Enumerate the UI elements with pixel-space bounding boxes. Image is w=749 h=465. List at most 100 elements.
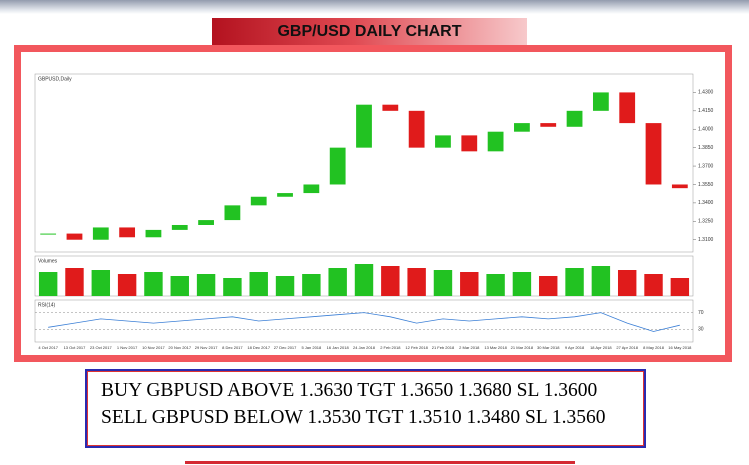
volume-bar bbox=[354, 264, 374, 296]
y-tick-label: 30 bbox=[698, 327, 704, 333]
x-tick-label: 24 Jan 2018 bbox=[353, 345, 376, 350]
x-tick-label: 9 Apr 2018 bbox=[565, 345, 585, 350]
volume-bar bbox=[670, 278, 690, 296]
x-tick-label: 18 Apr 2018 bbox=[590, 345, 612, 350]
candle bbox=[92, 227, 109, 240]
candle bbox=[66, 233, 83, 240]
y-tick-label: 1.3850 bbox=[698, 145, 714, 151]
candle bbox=[303, 184, 320, 194]
candle bbox=[382, 104, 399, 111]
candle bbox=[566, 110, 583, 127]
x-tick-label: 20 Nov 2017 bbox=[168, 345, 191, 350]
candle bbox=[198, 220, 214, 225]
candle bbox=[671, 184, 688, 189]
candle bbox=[487, 131, 504, 152]
volume-bar bbox=[407, 268, 426, 296]
x-tick-label: 16 Jan 2018 bbox=[327, 345, 350, 350]
volume-bar bbox=[275, 276, 295, 296]
candle bbox=[514, 123, 530, 132]
candle bbox=[645, 123, 662, 185]
volume-bar bbox=[486, 274, 505, 296]
x-tick-label: 4 Oct 2017 bbox=[38, 345, 58, 350]
volume-bar bbox=[144, 272, 163, 296]
candle bbox=[540, 123, 557, 127]
x-tick-label: 5 Jan 2018 bbox=[301, 345, 322, 350]
panel bbox=[34, 299, 694, 343]
volume-bar bbox=[38, 272, 58, 296]
panel-title: RSI(14) bbox=[38, 302, 56, 308]
volume-bar bbox=[302, 274, 321, 296]
x-tick-label: 27 Dec 2017 bbox=[274, 345, 297, 350]
x-tick-label: 8 Dec 2017 bbox=[222, 345, 243, 350]
y-tick-label: 1.3400 bbox=[698, 200, 714, 206]
x-tick-label: 2 Mar 2018 bbox=[459, 345, 480, 350]
candle bbox=[145, 229, 162, 238]
candle bbox=[592, 92, 609, 111]
candle bbox=[277, 193, 293, 197]
candle bbox=[171, 224, 188, 230]
volume-bar bbox=[539, 276, 558, 296]
volume-bar bbox=[328, 268, 347, 296]
x-tick-label: 2 Feb 2018 bbox=[380, 345, 401, 350]
volume-bar bbox=[91, 270, 111, 296]
y-tick-label: 1.3550 bbox=[698, 182, 714, 188]
x-tick-label: 21 Feb 2018 bbox=[432, 345, 455, 350]
candle bbox=[224, 205, 241, 221]
header-strip bbox=[0, 0, 749, 14]
x-tick-label: 1 Nov 2017 bbox=[117, 345, 138, 350]
volume-bar bbox=[117, 274, 137, 296]
y-tick-label: 1.3700 bbox=[698, 163, 714, 169]
volume-bar bbox=[65, 268, 84, 296]
volume-bar bbox=[591, 266, 611, 296]
volume-bar bbox=[381, 266, 400, 296]
candle bbox=[461, 135, 478, 152]
candle bbox=[408, 110, 425, 148]
candle bbox=[435, 135, 451, 148]
volume-bar bbox=[433, 270, 453, 296]
chart: 1.3100 1.3250 1.3400 1.3550 1.3700 1.3850 1.40… bbox=[34, 73, 714, 350]
x-tick-label: 27 Apr 2018 bbox=[616, 345, 638, 350]
title: GBP/USD DAILY CHART bbox=[277, 22, 462, 40]
volume-bar bbox=[196, 274, 216, 296]
x-tick-label: 23 Oct 2017 bbox=[90, 345, 113, 350]
x-tick-label: 12 Feb 2018 bbox=[405, 345, 428, 350]
y-tick-label: 1.4150 bbox=[698, 108, 714, 114]
panel-title: GBPUSD,Daily bbox=[38, 76, 72, 82]
signal-line: SELL GBPUSD BELOW 1.3530 TGT 1.3510 1.34… bbox=[101, 407, 606, 428]
candle bbox=[619, 92, 636, 124]
x-tick-label: 18 Dec 2017 bbox=[247, 345, 270, 350]
y-tick-label: 1.4300 bbox=[698, 90, 714, 96]
candle bbox=[40, 233, 57, 235]
volume-bar bbox=[170, 276, 189, 296]
candle bbox=[356, 104, 372, 148]
y-tick-label: 70 bbox=[698, 310, 704, 316]
title-banner: GBP/USD DAILY CHART bbox=[212, 18, 527, 45]
volume-bar bbox=[249, 272, 268, 296]
candle bbox=[329, 147, 346, 185]
volume-bar bbox=[617, 270, 637, 296]
signal-line: BUY GBPUSD ABOVE 1.3630 TGT 1.3650 1.368… bbox=[101, 380, 598, 401]
x-tick-label: 16 May 2018 bbox=[668, 345, 692, 350]
candle bbox=[119, 227, 136, 238]
y-tick-label: 1.3250 bbox=[698, 219, 714, 225]
x-tick-label: 10 Nov 2017 bbox=[142, 345, 165, 350]
panel bbox=[34, 73, 694, 253]
panel-title: Volumes bbox=[38, 258, 58, 264]
volume-bar bbox=[223, 278, 242, 296]
rsi-line bbox=[48, 312, 680, 332]
y-tick-label: 1.3100 bbox=[698, 237, 714, 243]
volume-bar bbox=[512, 272, 532, 296]
signals-box: BUY GBPUSD ABOVE 1.3630 TGT 1.3650 1.368… bbox=[85, 369, 646, 448]
volume-bar bbox=[460, 272, 479, 296]
x-tick-label: 29 Nov 2017 bbox=[195, 345, 218, 350]
volume-bar bbox=[565, 268, 584, 296]
x-tick-label: 13 Mar 2018 bbox=[484, 345, 507, 350]
chart-frame: 1.3100 1.3250 1.3400 1.3550 1.3700 1.3850 1.40… bbox=[14, 45, 732, 362]
candle bbox=[250, 196, 267, 206]
x-tick-label: 30 Mar 2018 bbox=[537, 345, 560, 350]
x-tick-label: 8 May 2018 bbox=[643, 345, 665, 350]
divider bbox=[185, 461, 575, 464]
volume-bar bbox=[644, 274, 663, 296]
x-tick-label: 21 Mar 2018 bbox=[511, 345, 534, 350]
